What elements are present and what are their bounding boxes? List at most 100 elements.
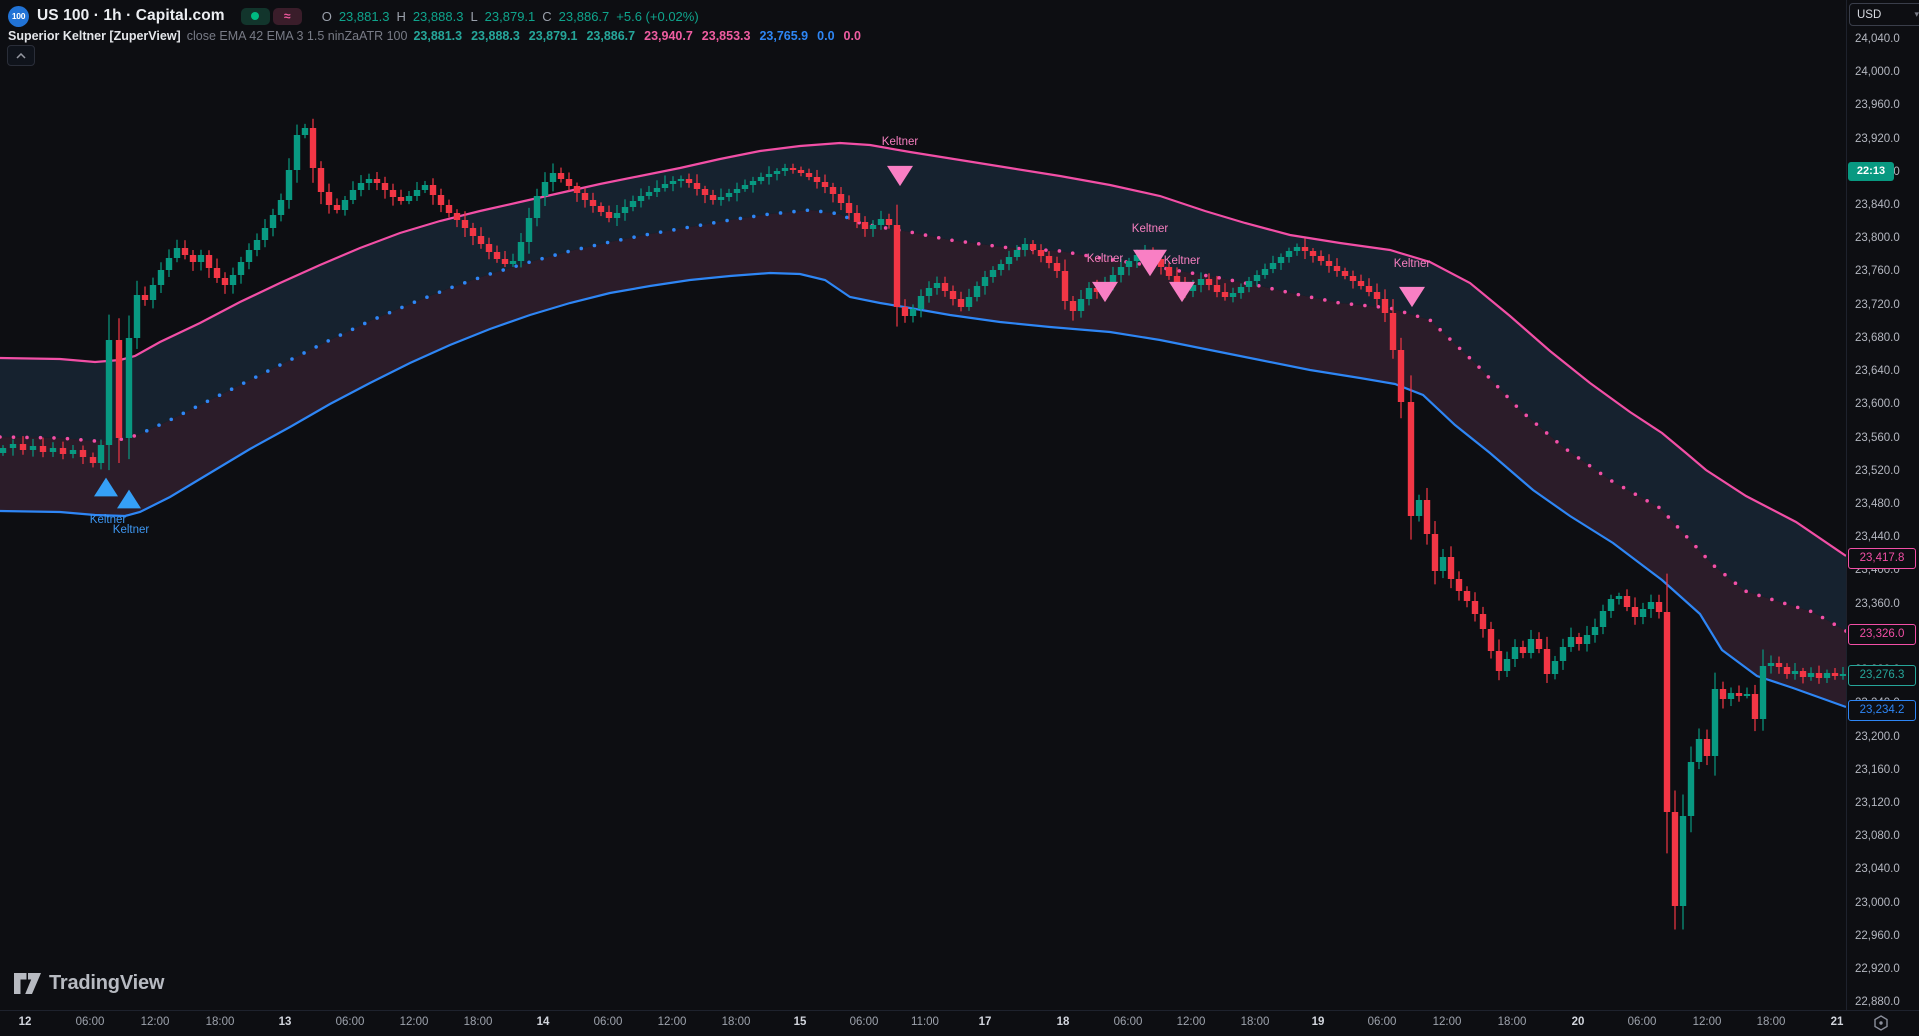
candle-body (9, 444, 17, 448)
price-axis-label: 23,720.0 (1855, 299, 1900, 311)
candle-body (1823, 673, 1831, 678)
candle-body (829, 187, 837, 194)
price-level-badge: 23,276.3 (1848, 664, 1916, 686)
keltner-mid-dot (1415, 314, 1420, 319)
candle-body (405, 196, 413, 201)
symbol-title[interactable]: US 100 · 1h · Capital.com (37, 7, 225, 24)
candle-body (765, 174, 773, 177)
keltner-mid-dot (672, 228, 676, 232)
candle-body (1767, 663, 1775, 666)
keltner-mid-dot (553, 253, 557, 257)
keltner-mid-dot (266, 369, 270, 373)
candle-body (59, 448, 67, 454)
candle-body (1309, 251, 1317, 256)
data-mode-button[interactable]: ≈ (272, 7, 302, 25)
time-axis-label: 19 (1311, 1016, 1325, 1028)
candle-body (1381, 299, 1389, 313)
candle-body (1591, 627, 1599, 635)
keltner-mid-dot (1230, 278, 1235, 283)
time-axis-label: 06:00 (75, 1016, 105, 1028)
keltner-mid-dot (169, 417, 174, 422)
price-axis-label: 23,640.0 (1855, 365, 1900, 377)
tradingview-mark-icon (14, 973, 41, 994)
candle-body (757, 177, 765, 181)
candle-body (325, 192, 333, 205)
candle-body (901, 307, 909, 316)
time-axis-label: 06:00 (1367, 1016, 1397, 1028)
time-axis-label: 06:00 (1113, 1016, 1143, 1028)
keltner-mid-dot (1524, 413, 1529, 418)
candle-body (565, 179, 573, 186)
keltner-mid-dot (437, 290, 442, 295)
candle-body (477, 236, 485, 244)
buy-signal-marker[interactable] (117, 489, 141, 509)
keltner-mid-dot (527, 260, 531, 265)
candle-body (389, 190, 397, 197)
candle-body (349, 190, 357, 200)
sell-signal-marker[interactable] (1133, 249, 1167, 277)
candle-body (925, 288, 933, 296)
time-axis[interactable]: 12 06:00 12:00 18:00 13 06:00 12:00 18:00 14 06:0… (0, 1011, 1919, 1036)
sell-signal-marker[interactable] (1092, 281, 1118, 303)
sell-signal-marker[interactable] (1399, 286, 1425, 308)
symbol-header: 100 US 100 · 1h · Capital.com ≈ O 23,881.… (8, 5, 699, 27)
candle-body (837, 194, 845, 203)
candle-body (589, 200, 597, 206)
candle-body (1245, 281, 1253, 287)
candle-body (115, 340, 123, 438)
indicator-name[interactable]: Superior Keltner [ZuperView] (8, 29, 181, 43)
time-axis-settings-button[interactable] (1872, 1014, 1890, 1032)
candle-body (1173, 276, 1181, 285)
price-axis-label: 23,560.0 (1855, 432, 1900, 444)
market-status-button[interactable] (240, 7, 270, 25)
keltner-mid-dot (845, 215, 849, 220)
sell-signal-marker[interactable] (1169, 281, 1195, 303)
candle-body (869, 225, 877, 229)
time-axis-label: 12:00 (399, 1016, 429, 1028)
candle-body (677, 179, 685, 181)
candle-body (621, 207, 629, 213)
collapse-legend-button[interactable] (7, 45, 35, 66)
price-level-badge: 23,326.0 (1848, 623, 1916, 645)
time-axis-label: 06:00 (1627, 1016, 1657, 1028)
keltner-mid-dot (1017, 246, 1021, 251)
keltner-mid-dot (1633, 492, 1638, 496)
time-axis-label: 15 (793, 1016, 807, 1028)
time-axis-label: 18:00 (205, 1016, 235, 1028)
time-axis-label: 12:00 (657, 1016, 687, 1028)
buy-signal-label: Keltner (90, 514, 127, 526)
chevron-down-icon: ▾ (1914, 9, 1919, 19)
keltner-mid-dot (25, 435, 29, 440)
keltner-mid-dot (488, 272, 493, 276)
keltner-mid-dot (751, 214, 756, 219)
keltner-mid-dot (1467, 355, 1472, 360)
currency-selector-button[interactable]: USD ▾ (1849, 3, 1919, 26)
candle-body (1839, 674, 1846, 676)
candle-body (1519, 647, 1527, 653)
candle-body (1005, 257, 1013, 264)
tradingview-logo[interactable]: TradingView (14, 972, 164, 995)
candle-body (397, 197, 405, 201)
candle-body (573, 186, 581, 193)
time-axis-separator (0, 1010, 1919, 1011)
candle-body (269, 215, 277, 228)
indicator-value: 23,765.9 (759, 29, 809, 43)
gear-icon (1874, 1015, 1888, 1031)
keltner-mid-dot (217, 393, 222, 398)
keltner-mid-dot (738, 216, 743, 221)
time-axis-label: 18:00 (1240, 1016, 1270, 1028)
sell-signal-marker[interactable] (887, 165, 913, 187)
buy-signal-marker[interactable] (94, 477, 118, 497)
candle-body (373, 179, 381, 183)
time-axis-label: 18:00 (463, 1016, 493, 1028)
price-chart[interactable]: Keltner Keltner Keltner Keltner Keltner Keltn… (0, 0, 1846, 1010)
candle-body (861, 222, 869, 229)
price-axis[interactable]: USD ▾ 24,040.0 24,000.0 23,960.0 23,920.0 23… (1847, 0, 1919, 1010)
candle-body (1431, 534, 1439, 571)
candle-body (1447, 557, 1455, 579)
keltner-mid-dot (1770, 597, 1774, 602)
candle-body (105, 340, 113, 445)
indicator-legend[interactable]: Superior Keltner [ZuperView] close EMA 4… (8, 28, 861, 44)
candle-body (125, 338, 133, 438)
